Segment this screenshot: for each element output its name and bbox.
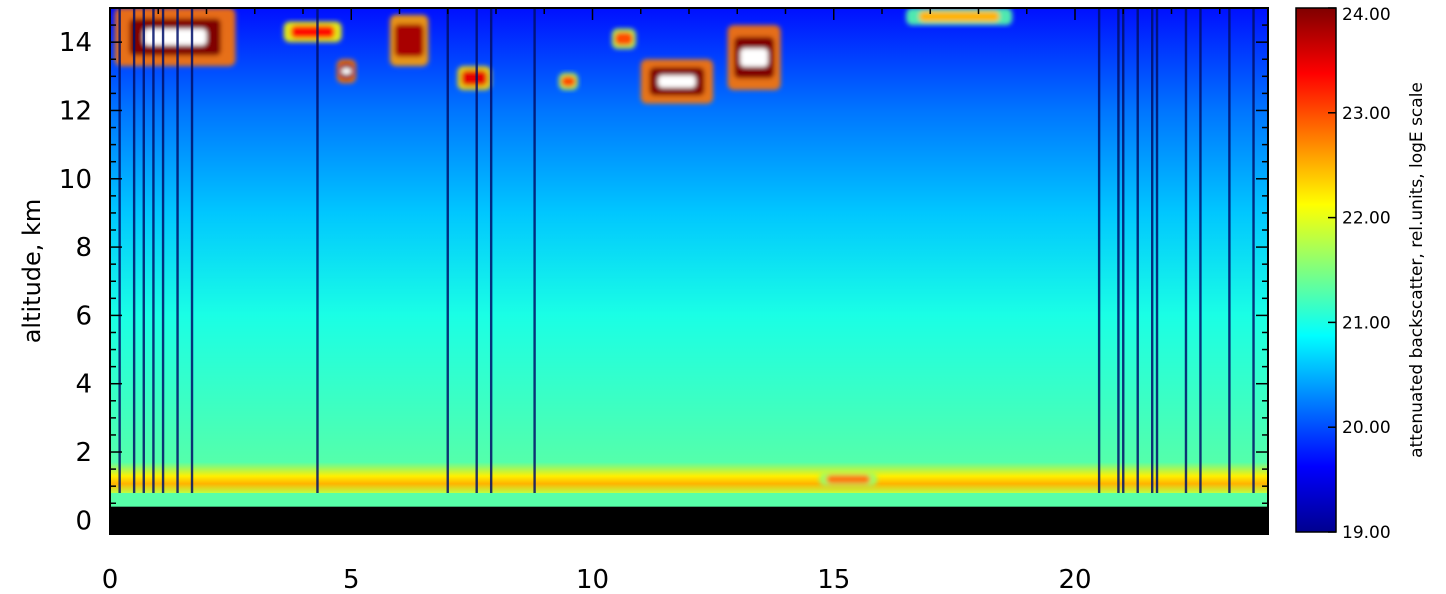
cloud-layer-9 [906, 8, 1013, 26]
x-axis: 0 5 10 15 20 [102, 8, 1269, 594]
cloud-layers [114, 8, 1013, 487]
y-tick-label: 2 [75, 438, 92, 468]
colorbar-tick-label: 23.00 [1342, 104, 1391, 124]
cloud-saturated [341, 67, 352, 75]
x-tick-label: 15 [817, 565, 850, 594]
cloud-layer-5 [558, 72, 579, 90]
colorbar-tick-label: 19.00 [1342, 523, 1391, 543]
y-tick-label: 12 [59, 96, 92, 126]
cloud-saturated [740, 48, 768, 67]
y-tick-label: 14 [59, 28, 92, 58]
boundary-layer-band [110, 462, 1268, 494]
cloud-layer-1 [283, 21, 342, 43]
colorbar-ticks: 19.00 20.00 21.00 22.00 23.00 24.00 [1328, 5, 1391, 543]
colorbar-title: attenuated backscatter, rel.units, logE … [1407, 82, 1427, 458]
cloud-saturated [143, 28, 207, 46]
y-tick-label: 4 [75, 370, 92, 400]
cloud-layer-6 [611, 28, 636, 49]
cloud-core [614, 32, 634, 46]
cloud-layer-10 [819, 472, 878, 487]
y-axis-title: altitude, km [18, 199, 46, 344]
y-tick-label: 6 [75, 301, 92, 331]
x-tick-label: 10 [576, 565, 609, 594]
plot-area [110, 8, 1268, 534]
x-tick-label: 5 [343, 565, 360, 594]
cloud-core [561, 75, 576, 87]
x-tick-label: 0 [102, 565, 119, 594]
cloud-core [918, 11, 1000, 23]
colorbar-tick-label: 22.00 [1342, 209, 1391, 229]
y-axis: 0 2 4 6 8 10 12 14 [59, 7, 1268, 536]
colorbar-tick-label: 20.00 [1342, 418, 1391, 438]
dropout-lines [118, 8, 1255, 494]
x-tick-label: 20 [1058, 565, 1091, 594]
cloud-core [394, 24, 424, 57]
cloud-layer-4 [457, 66, 492, 90]
colorbar-tick-label: 24.00 [1342, 5, 1391, 25]
y-tick-label: 8 [75, 233, 92, 263]
cloud-layer-7 [640, 59, 714, 104]
colorbar-bar [1295, 7, 1337, 533]
y-tick-label: 0 [75, 506, 92, 536]
cloud-saturated [658, 75, 696, 88]
cloud-layer-2 [336, 59, 357, 84]
cloud-layer-0 [114, 8, 236, 67]
cloud-core [290, 25, 335, 39]
cloud-layer-3 [389, 14, 429, 67]
y-tick-label: 10 [59, 165, 92, 195]
cloud-core [826, 474, 871, 484]
boundary-layer [110, 462, 1268, 494]
cloud-layer-8 [727, 25, 781, 90]
colorbar: 19.00 20.00 21.00 22.00 23.00 24.00 attenuate… [1295, 5, 1427, 543]
colorbar-tick-label: 21.00 [1342, 313, 1391, 333]
cloud-core [461, 70, 488, 86]
